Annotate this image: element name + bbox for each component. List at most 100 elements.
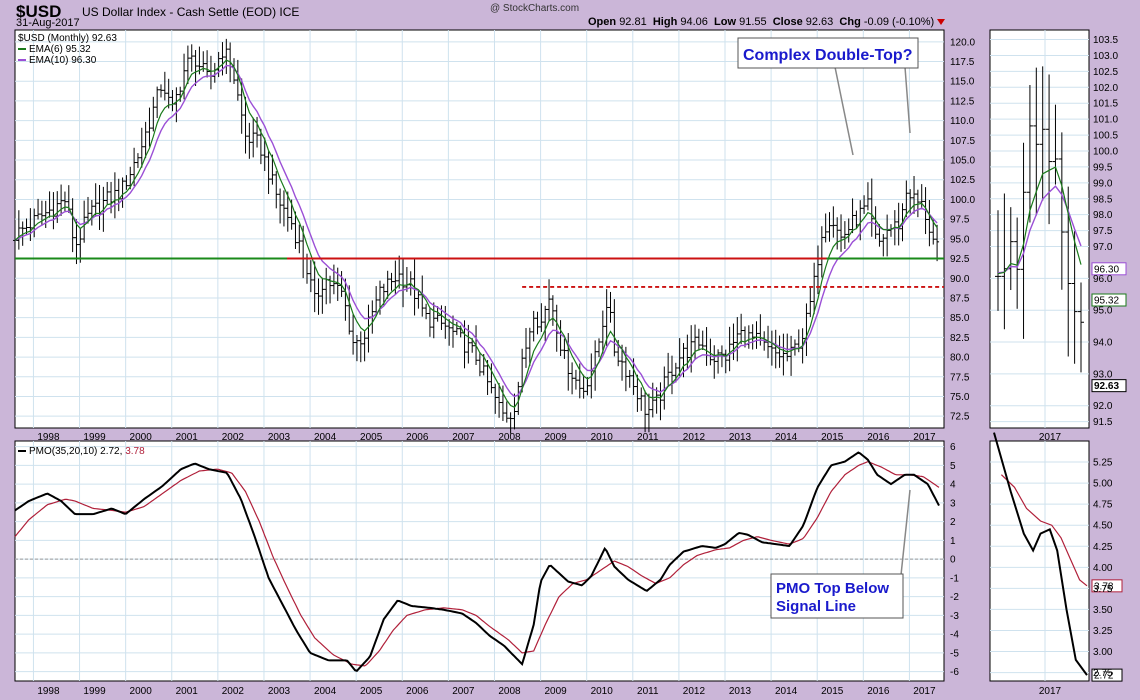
zoom-ema6-line — [997, 166, 1082, 275]
y-tick-label: 102.5 — [950, 175, 975, 186]
zoom-pmo-y-tick-label: 3.75 — [1093, 584, 1113, 595]
pmo-signal-line — [14, 460, 940, 667]
pmo-x-tick-label: 2013 — [729, 686, 752, 697]
zoom-pmo-y-tick-label: 3.25 — [1093, 626, 1113, 637]
zoom-pmo-y-tick-label: 5.25 — [1093, 458, 1113, 469]
y-tick-label: 95.0 — [950, 234, 970, 245]
y-tick-label: 90.0 — [950, 274, 970, 285]
price-legend-title: $USD (Monthly) 92.63 — [18, 33, 117, 44]
zoom-pmo-tag: 3.78 — [1094, 581, 1114, 592]
x-tick-label: 2005 — [360, 432, 383, 443]
zoom-pmo-y-tick-label: 4.50 — [1093, 521, 1113, 532]
pmo-y-tick-label: -3 — [950, 611, 959, 622]
y-tick-label: 117.5 — [950, 57, 975, 68]
zoom-y-tick-label: 100.5 — [1093, 131, 1118, 142]
chart-header: $USD US Dollar Index - Cash Settle (EOD)… — [0, 0, 1140, 30]
pmo-y-tick-label: 2 — [950, 517, 956, 528]
zoom-price-tag: 96.30 — [1094, 264, 1119, 275]
pmo-y-tick-label: 0 — [950, 555, 956, 566]
y-tick-label: 112.5 — [950, 96, 975, 107]
y-tick-label: 97.5 — [950, 215, 970, 226]
pmo-legend: PMO(35,20,10) 2.72, 3.78 — [29, 446, 145, 457]
y-tick-label: 100.0 — [950, 195, 975, 206]
zoom-pmo-x-tick-label: 2017 — [1039, 686, 1062, 697]
x-tick-label: 2017 — [913, 432, 936, 443]
y-tick-label: 92.5 — [950, 254, 970, 265]
x-tick-label: 2015 — [821, 432, 844, 443]
pmo-x-tick-label: 2004 — [314, 686, 337, 697]
zoom-y-tick-label: 97.0 — [1093, 242, 1113, 253]
x-tick-label: 2004 — [314, 432, 337, 443]
x-tick-label: 2006 — [406, 432, 429, 443]
pmo-y-tick-label: -5 — [950, 648, 959, 659]
instrument-name: US Dollar Index - Cash Settle (EOD) ICE — [82, 5, 300, 19]
zoom-price-tag-box — [1091, 262, 1127, 276]
pmo-y-tick-label: -1 — [950, 573, 959, 584]
x-tick-label: 2011 — [637, 432, 659, 443]
pmo-y-tick-label: 6 — [950, 442, 956, 453]
zoom-price-tag: 92.63 — [1094, 381, 1119, 392]
x-tick-label: 1998 — [37, 432, 60, 443]
double-top-annotation: Complex Double-Top? — [737, 37, 919, 156]
zoom-price-tag-box — [1091, 293, 1127, 307]
zoom-y-tick-label: 98.5 — [1093, 194, 1113, 205]
ema10-legend: EMA(10) 96.30 — [29, 55, 97, 66]
pmo-annotation-line1: PMO Top Below — [776, 580, 889, 597]
pmo-x-tick-label: 2016 — [867, 686, 890, 697]
pmo-x-tick-label: 2000 — [130, 686, 153, 697]
zoom-y-tick-label: 95.0 — [1093, 306, 1113, 317]
pmo-x-tick-label: 1999 — [83, 686, 106, 697]
zoom-pmo-tag-box — [1091, 579, 1123, 593]
pmo-x-tick-label: 2008 — [498, 686, 521, 697]
pmo-x-tick-label: 2002 — [222, 686, 245, 697]
stockcharts-logo: @ StockCharts.com — [490, 3, 580, 14]
y-tick-label: 77.5 — [950, 372, 970, 383]
zoom-y-tick-label: 96.0 — [1093, 274, 1113, 285]
zoom-y-tick-label: 92.0 — [1093, 401, 1113, 412]
zoom-pmo-y-tick-label: 3.50 — [1093, 605, 1113, 616]
zoom-pmo-y-tick-label: 4.25 — [1093, 542, 1113, 553]
ema10-line — [14, 64, 938, 398]
pmo-annotation-line2: Signal Line — [776, 598, 856, 615]
zoom-pmo-tag: 2.72 — [1094, 671, 1114, 682]
zoom-price-panel — [989, 29, 1090, 429]
zoom-pmo-y-tick-label: 4.00 — [1093, 563, 1113, 574]
zoom-y-tick-label: 103.5 — [1093, 35, 1118, 46]
zoom-price-tag: 95.32 — [1094, 296, 1119, 307]
y-tick-label: 75.0 — [950, 392, 970, 403]
x-tick-label: 2003 — [268, 432, 291, 443]
pmo-x-tick-label: 2012 — [683, 686, 706, 697]
symbol: $USD — [16, 2, 62, 21]
pmo-y-tick-label: 1 — [950, 536, 956, 547]
zoom-signal-line — [1000, 474, 1088, 587]
y-tick-label: 80.0 — [950, 353, 970, 364]
zoom-x-tick-label: 2017 — [1039, 432, 1062, 443]
pmo-x-tick-label: 2011 — [637, 686, 659, 697]
zoom-pmo-tag-box — [1091, 668, 1123, 682]
zoom-y-tick-label: 91.5 — [1093, 417, 1113, 428]
pmo-x-tick-label: 2014 — [775, 686, 798, 697]
zoom-y-tick-label: 93.0 — [1093, 369, 1113, 380]
pmo-y-tick-label: 3 — [950, 498, 956, 509]
pmo-y-tick-label: -4 — [950, 630, 959, 641]
zoom-pmo-panel — [989, 440, 1090, 682]
y-tick-label: 120.0 — [950, 37, 975, 48]
zoom-y-tick-label: 99.0 — [1093, 178, 1113, 189]
pmo-x-tick-label: 2003 — [268, 686, 291, 697]
zoom-y-tick-label: 98.0 — [1093, 210, 1113, 221]
pmo-panel — [14, 440, 945, 682]
zoom-y-tick-label: 99.5 — [1093, 162, 1113, 173]
chart-date: 31-Aug-2017 — [16, 17, 80, 29]
zoom-y-tick-label: 94.0 — [1093, 338, 1113, 349]
x-tick-label: 2016 — [867, 432, 890, 443]
y-tick-label: 115.0 — [950, 77, 975, 88]
pmo-annotation: PMO Top Below Signal Line — [770, 489, 911, 619]
pmo-x-tick-label: 2001 — [176, 686, 199, 697]
pmo-x-tick-label: 2007 — [452, 686, 475, 697]
y-tick-label: 105.0 — [950, 156, 975, 167]
pmo-y-tick-label: -6 — [950, 667, 959, 678]
zoom-pmo-y-tick-label: 2.75 — [1093, 668, 1113, 679]
pmo-y-tick-label: -2 — [950, 592, 959, 603]
x-tick-label: 1999 — [83, 432, 106, 443]
